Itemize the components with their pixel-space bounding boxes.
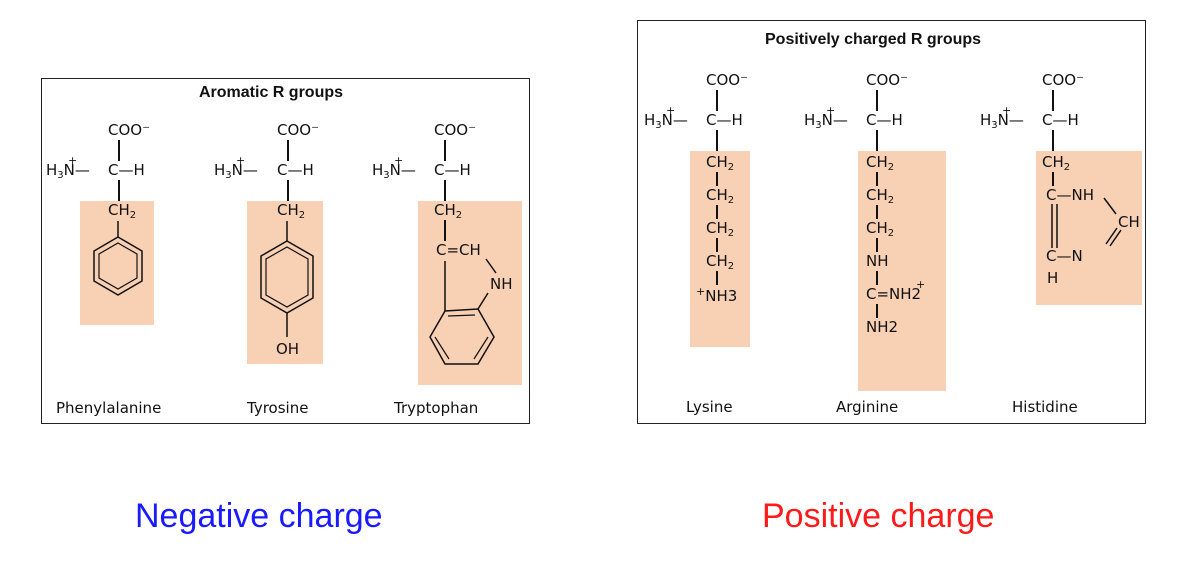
carboxylate-label: COO⁻: [1042, 71, 1085, 89]
bond: [1052, 90, 1054, 111]
amino-label: + H3N—: [804, 104, 848, 131]
bond: [287, 180, 289, 201]
pyrrole-nh-label: NH: [490, 275, 513, 293]
bond: [876, 271, 878, 285]
alpha-carbon-label: C—H: [108, 161, 145, 179]
carboxylate-label: COO⁻: [866, 71, 909, 89]
hydroxyl-label: OH: [276, 340, 300, 358]
amino-label: + H3N—: [46, 154, 90, 181]
alpha-carbon-label: C—H: [866, 111, 903, 129]
alpha-carbon-label: C—H: [434, 161, 471, 179]
nh2-label: NH2: [866, 318, 899, 336]
imidazole-ring: [1051, 197, 1122, 248]
ch2-label: CH2: [108, 201, 137, 221]
molecule-name: Phenylalanine: [56, 399, 162, 417]
bond: [876, 172, 878, 186]
molecule-name: Histidine: [1012, 398, 1078, 416]
positive-charge-caption: Positive charge: [762, 497, 995, 535]
ch2-label: CH2: [706, 186, 735, 206]
bond: [716, 130, 718, 151]
carboxylate-label: COO⁻: [434, 121, 477, 139]
carboxylate-label: COO⁻: [277, 121, 320, 139]
bond: [444, 180, 446, 201]
bond: [444, 220, 446, 241]
ch2-label: CH2: [866, 186, 895, 206]
bond: [876, 205, 878, 219]
imidazole-c-n-label: C—N: [1046, 247, 1083, 265]
imidazole-h-label: H: [1047, 269, 1059, 287]
ch2-label: CH2: [866, 219, 895, 239]
r-group-highlight: [690, 151, 750, 347]
alpha-carbon-label: C—H: [706, 111, 743, 129]
bond: [716, 271, 718, 285]
amino-label: + H3N—: [214, 154, 258, 181]
bond: [444, 140, 446, 161]
ammonium-label: +NH3: [696, 285, 738, 305]
molecule-name: Arginine: [836, 398, 899, 416]
carboxylate-label: COO⁻: [706, 71, 749, 89]
bond: [1052, 130, 1054, 151]
benzene-ring: [93, 221, 143, 296]
amino-label: + H3N—: [372, 154, 416, 181]
r-group-highlight: [247, 201, 323, 364]
bond: [876, 90, 878, 111]
imidazole-c-nh-label: C—NH: [1046, 186, 1094, 204]
bond: [1052, 172, 1054, 186]
bond: [716, 172, 718, 186]
panel-title: Positively charged R groups: [765, 31, 982, 48]
bond: [287, 140, 289, 161]
alpha-carbon-label: C—H: [277, 161, 314, 179]
molecule-name: Tyrosine: [247, 399, 309, 417]
amino-label: + H3N—: [980, 104, 1024, 131]
carboxylate-label: COO⁻: [108, 121, 151, 139]
r-group-highlight: [1036, 151, 1142, 305]
bond: [716, 90, 718, 111]
ch2-label: CH2: [277, 201, 306, 221]
r-group-highlight: [858, 151, 946, 391]
molecule-name: Tryptophan: [394, 399, 479, 417]
molecule-name: Lysine: [686, 398, 733, 416]
bond: [876, 238, 878, 252]
ch2-label: CH2: [706, 153, 735, 173]
ch2-label: CH2: [706, 252, 735, 272]
r-group-highlight: [418, 201, 522, 385]
pyrrole-ch-label: C=CH: [436, 241, 481, 259]
amino-label: + H3N—: [644, 104, 688, 131]
ch2-label: CH2: [434, 201, 463, 221]
nh-label: NH: [866, 252, 889, 270]
bond: [118, 140, 120, 161]
bond: [876, 130, 878, 151]
negative-charge-caption: Negative charge: [135, 497, 383, 535]
bond: [118, 180, 120, 201]
alpha-carbon-label: C—H: [1042, 111, 1079, 129]
guanidino-label: + C=NH2: [866, 278, 926, 303]
bond: [716, 205, 718, 219]
indole-ring: [429, 258, 497, 365]
ch2-label: CH2: [1042, 153, 1071, 173]
bond: [876, 304, 878, 318]
positively-charged-r-groups-panel: Positively charged R groups COO⁻ + H3N— C…: [637, 20, 1146, 424]
aromatic-r-groups-panel: Aromatic R groups COO⁻ + H3N— C—H CH2 Phe…: [41, 78, 530, 424]
bond: [716, 238, 718, 252]
imidazole-ch-label: CH: [1118, 213, 1140, 231]
ch2-label: CH2: [706, 219, 735, 239]
phenol-ring: [260, 221, 314, 337]
ch2-label: CH2: [866, 153, 895, 173]
panel-title: Aromatic R groups: [199, 84, 344, 101]
